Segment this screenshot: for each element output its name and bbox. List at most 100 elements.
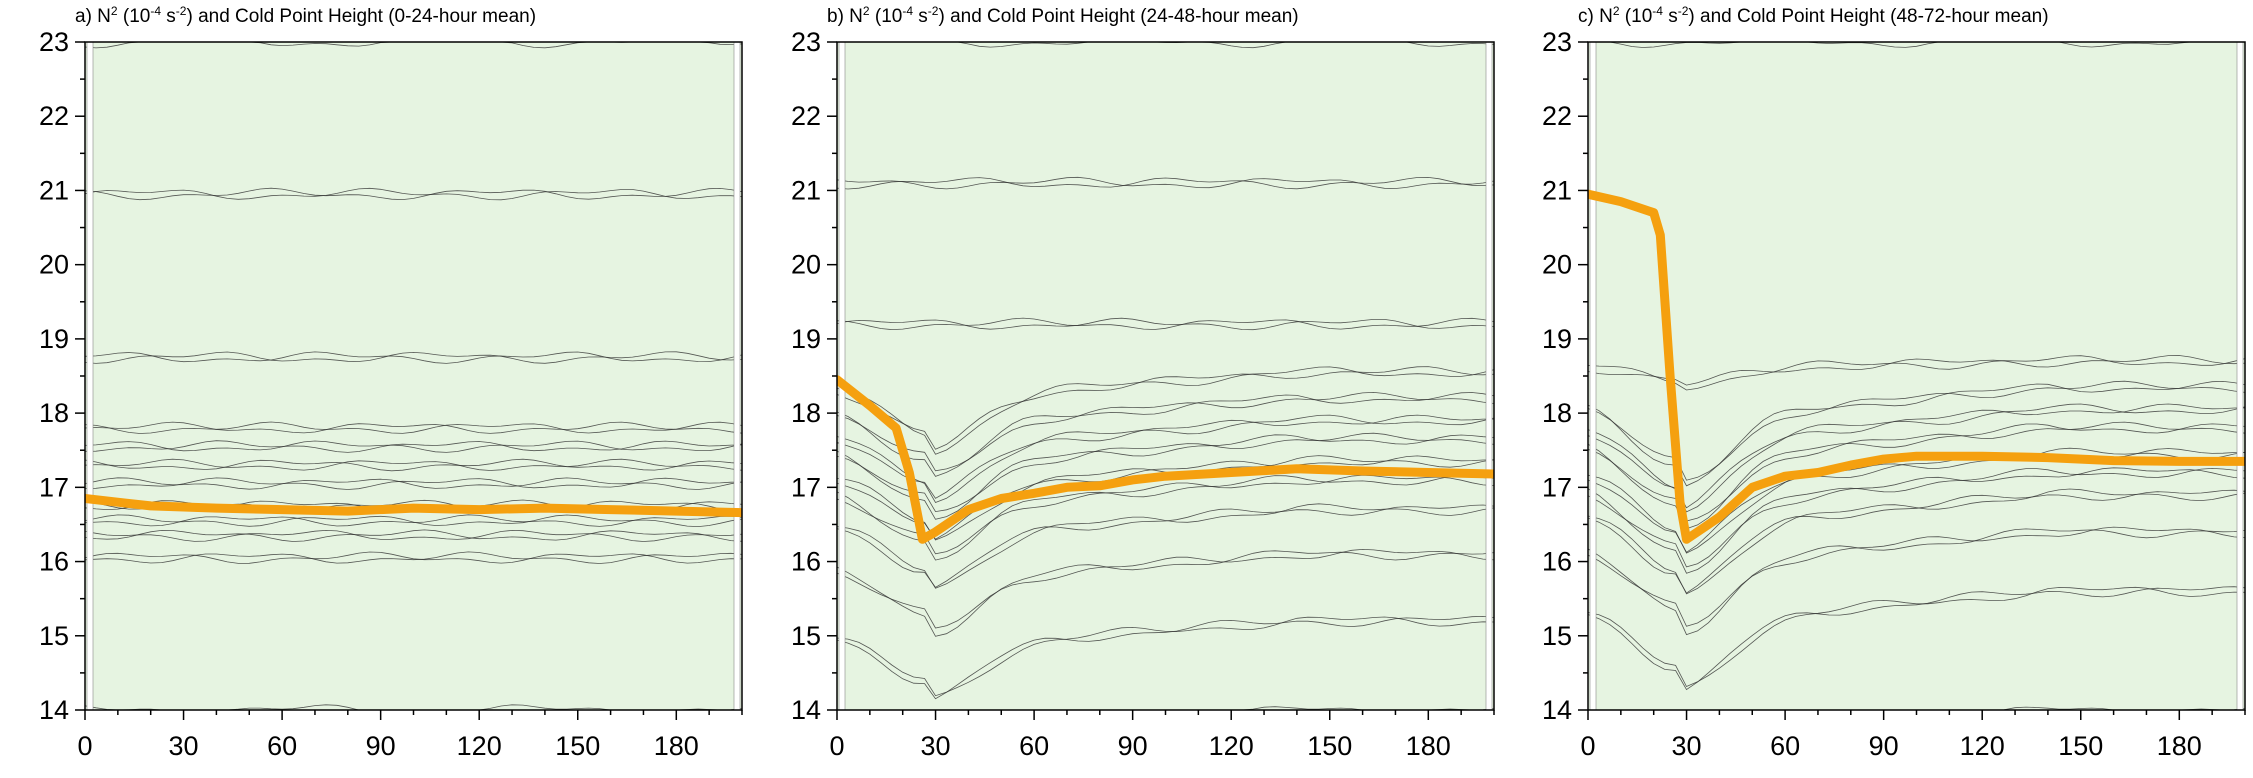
contour-band xyxy=(837,176,1494,331)
x-tick-label: 180 xyxy=(1406,731,1451,761)
left-edge-strip xyxy=(1589,42,1597,710)
contour-band xyxy=(85,529,742,564)
x-tick-label: 0 xyxy=(77,731,92,761)
field-b xyxy=(837,42,1494,710)
x-tick-label: 30 xyxy=(169,731,199,761)
y-tick-label: 17 xyxy=(39,472,69,502)
contour-band xyxy=(837,616,1494,710)
left-edge-strip xyxy=(838,42,846,710)
y-tick-label: 16 xyxy=(1542,547,1572,577)
y-tick-label: 19 xyxy=(791,324,821,354)
field-background xyxy=(837,42,1494,710)
x-tick-label: 0 xyxy=(829,731,844,761)
x-tick-label: 150 xyxy=(2058,731,2103,761)
y-tick-label: 17 xyxy=(791,472,821,502)
y-tick-label: 18 xyxy=(791,398,821,428)
x-tick-label: 180 xyxy=(2157,731,2202,761)
contour-band xyxy=(837,366,1494,477)
x-tick-label: 60 xyxy=(1770,731,1800,761)
y-tick-label: 19 xyxy=(39,324,69,354)
panel-a: a) N2 (10-4 s-2) and Cold Point Height (… xyxy=(39,4,743,761)
y-tick-label: 15 xyxy=(1542,621,1572,651)
y-tick-label: 21 xyxy=(791,175,821,205)
contour-band xyxy=(85,440,742,471)
y-tick-label: 18 xyxy=(39,398,69,428)
contour-band xyxy=(837,474,1494,589)
y-tick-label: 21 xyxy=(39,175,69,205)
field-background xyxy=(1588,42,2245,710)
x-tick-label: 120 xyxy=(1960,731,2005,761)
contour-band xyxy=(837,504,1494,629)
contour-band xyxy=(85,551,742,710)
cold-point-height-line xyxy=(85,494,742,518)
y-tick-label: 20 xyxy=(791,250,821,280)
contour-band xyxy=(85,514,742,542)
x-tick-label: 150 xyxy=(1307,731,1352,761)
y-tick-label: 23 xyxy=(791,27,821,57)
left-edge-strip xyxy=(86,42,94,710)
contour-band xyxy=(1588,403,2245,522)
y-tick-label: 22 xyxy=(1542,101,1572,131)
right-edge-strip xyxy=(733,42,741,710)
x-tick-label: 120 xyxy=(1209,731,1254,761)
panel-c: c) N2 (10-4 s-2) and Cold Point Height (… xyxy=(1542,4,2246,761)
panel-b-title: b) N2 (10-4 s-2) and Cold Point Height (… xyxy=(827,4,1299,27)
contour-band xyxy=(837,550,1494,700)
y-tick-label: 20 xyxy=(39,250,69,280)
contour-band xyxy=(837,42,1494,190)
y-tick-label: 15 xyxy=(39,621,69,651)
y-tick-label: 14 xyxy=(39,695,69,725)
contour-band xyxy=(837,455,1494,561)
panel-c-title: c) N2 (10-4 s-2) and Cold Point Height (… xyxy=(1578,4,2049,27)
x-tick-label: 90 xyxy=(1118,731,1148,761)
x-tick-label: 120 xyxy=(457,731,502,761)
contour-band xyxy=(85,458,742,490)
contour-band xyxy=(85,42,742,201)
y-tick-label: 23 xyxy=(39,27,69,57)
contour-band xyxy=(1588,380,2245,513)
contour-band xyxy=(85,421,742,453)
x-tick-label: 30 xyxy=(1672,731,1702,761)
y-tick-label: 19 xyxy=(1542,324,1572,354)
contour-band xyxy=(85,187,742,364)
x-tick-label: 180 xyxy=(654,731,699,761)
x-tick-label: 150 xyxy=(555,731,600,761)
cold-point-height-line xyxy=(837,375,1494,544)
y-tick-label: 14 xyxy=(791,695,821,725)
y-tick-label: 22 xyxy=(791,101,821,131)
field-c xyxy=(1588,42,2245,710)
x-tick-label: 90 xyxy=(1869,731,1899,761)
y-tick-label: 20 xyxy=(1542,250,1572,280)
cold-point-height-line xyxy=(1588,189,2245,544)
field-a xyxy=(85,42,742,710)
x-tick-label: 0 xyxy=(1580,731,1595,761)
x-tick-label: 90 xyxy=(366,731,396,761)
contour-band xyxy=(837,414,1494,513)
right-edge-strip xyxy=(2236,42,2244,710)
panel-a-title: a) N2 (10-4 s-2) and Cold Point Height (… xyxy=(75,4,536,27)
contour-band xyxy=(85,477,742,513)
panel-b: b) N2 (10-4 s-2) and Cold Point Height (… xyxy=(791,4,1495,761)
y-tick-label: 23 xyxy=(1542,27,1572,57)
y-tick-label: 18 xyxy=(1542,398,1572,428)
y-tick-label: 22 xyxy=(39,101,69,131)
x-tick-label: 60 xyxy=(267,731,297,761)
contour-band xyxy=(837,391,1494,503)
y-tick-label: 17 xyxy=(1542,472,1572,502)
y-tick-label: 16 xyxy=(791,547,821,577)
contour-band xyxy=(1588,355,2245,487)
y-tick-label: 16 xyxy=(39,547,69,577)
right-edge-strip xyxy=(1485,42,1493,710)
contour-band xyxy=(1588,586,2245,710)
contour-band xyxy=(1588,467,2245,595)
contour-band xyxy=(837,317,1494,450)
contour-band xyxy=(837,434,1494,540)
y-tick-label: 14 xyxy=(1542,695,1572,725)
x-tick-label: 60 xyxy=(1019,731,1049,761)
contour-band xyxy=(1588,489,2245,627)
contour-band xyxy=(1588,528,2245,691)
y-tick-label: 21 xyxy=(1542,175,1572,205)
contour-band xyxy=(85,351,742,434)
y-tick-label: 15 xyxy=(791,621,821,651)
